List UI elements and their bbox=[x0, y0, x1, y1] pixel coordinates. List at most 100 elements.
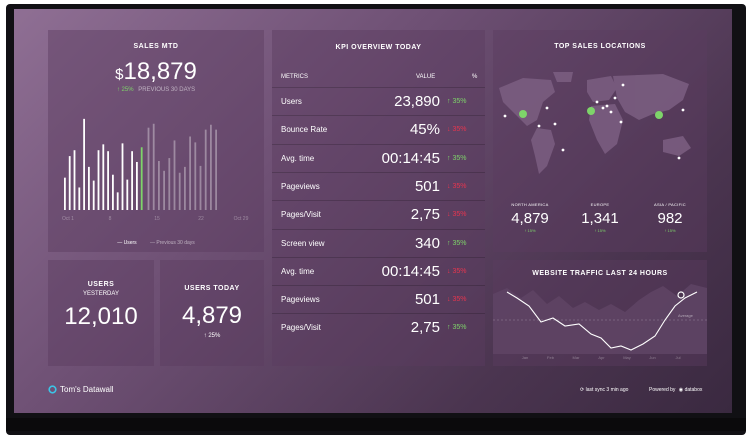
kpi-row[interactable]: Pageviews 501 ↓ 35% bbox=[272, 285, 485, 313]
location-marker-large bbox=[519, 110, 527, 118]
location-marker-small bbox=[537, 124, 541, 128]
location-marker-small bbox=[545, 106, 549, 110]
users-bar bbox=[112, 174, 114, 210]
users-bar bbox=[116, 192, 119, 210]
datawall-screen: SALES MTD $18,879 ↑ 25% PREVIOUS 30 DAYS… bbox=[14, 9, 732, 413]
location-marker-large bbox=[587, 107, 595, 115]
sales-mtd-panel[interactable]: SALES MTD $18,879 ↑ 25% PREVIOUS 30 DAYS… bbox=[48, 30, 264, 252]
kpi-row[interactable]: Users 23,890 ↑ 35% bbox=[272, 87, 485, 115]
region-delta: ↑ 15% bbox=[524, 228, 536, 233]
kpi-row[interactable]: Pages/Visit 2,75 ↑ 35% bbox=[272, 313, 485, 341]
traffic-x-tick: May bbox=[623, 355, 631, 360]
previous-bar bbox=[194, 142, 197, 210]
previous-bar bbox=[147, 127, 150, 210]
users-subtitle: YESTERDAY bbox=[83, 291, 119, 297]
users-bar bbox=[97, 150, 100, 210]
monitor-bottom-bezel bbox=[6, 418, 746, 431]
kpi-row-label: Avg. time bbox=[281, 153, 315, 163]
traffic-title: WEBSITE TRAFFIC LAST 24 HOURS bbox=[532, 270, 668, 277]
kpi-row-delta: ↑ 35% bbox=[447, 324, 467, 332]
region-value: 1,341 bbox=[581, 210, 619, 227]
africa-shape bbox=[589, 104, 623, 154]
x-tick-label: 8 bbox=[109, 216, 112, 222]
region-stat[interactable]: EUROPE 1,341 ↑ 15% bbox=[565, 202, 635, 233]
legend-current: — Users bbox=[117, 240, 137, 246]
users-bar bbox=[88, 166, 90, 210]
traffic-x-tick: Feb bbox=[547, 355, 555, 360]
location-marker-small bbox=[561, 148, 565, 152]
location-marker-small bbox=[677, 156, 681, 160]
location-marker-small bbox=[601, 106, 605, 110]
footer: Tom's Datawall ⟳ last sync 3 min ago Pow… bbox=[14, 379, 732, 403]
users-today-title: USERS TODAY bbox=[184, 285, 240, 292]
previous-bar bbox=[215, 129, 217, 210]
kpi-row[interactable]: Avg. time 00:14:45 ↓ 35% bbox=[272, 256, 485, 285]
kpi-row-delta: ↓ 35% bbox=[447, 211, 467, 219]
x-tick-label: 15 bbox=[154, 216, 160, 222]
previous-bar bbox=[189, 136, 191, 210]
kpi-row-value: 00:14:45 bbox=[381, 262, 440, 280]
location-marker-small bbox=[609, 110, 613, 114]
kpi-row[interactable]: Pages/Visit 2,75 ↓ 35% bbox=[272, 200, 485, 228]
kpi-row[interactable]: Pageviews 501 ↓ 35% bbox=[272, 171, 485, 200]
kpi-row-label: Pageviews bbox=[281, 295, 320, 305]
previous-bar bbox=[163, 170, 165, 210]
users-bar bbox=[107, 151, 109, 210]
kpi-row[interactable]: Screen view 340 ↑ 35% bbox=[272, 228, 485, 257]
location-marker-large bbox=[655, 111, 663, 119]
location-marker-small bbox=[681, 108, 685, 112]
north-america-shape bbox=[499, 78, 555, 126]
sync-status: ⟳ last sync 3 min ago bbox=[580, 387, 628, 393]
users-bar bbox=[68, 156, 71, 210]
region-name: ASIA / PACIFIC bbox=[654, 202, 686, 207]
users-today-panel[interactable]: USERS TODAY 4,879 ↑ 25% bbox=[160, 260, 264, 366]
previous-bar bbox=[178, 172, 181, 210]
kpi-row[interactable]: Avg. time 00:14:45 ↑ 35% bbox=[272, 143, 485, 172]
kpi-row-delta: ↓ 35% bbox=[447, 267, 467, 275]
users-bar bbox=[126, 179, 129, 210]
kpi-row-label: Pageviews bbox=[281, 181, 320, 191]
kpi-row-label: Pages/Visit bbox=[281, 323, 321, 333]
kpi-overview-panel[interactable]: KPI OVERVIEW TODAY METRICS VALUE % Users… bbox=[272, 30, 485, 366]
kpi-row-value: 45% bbox=[409, 121, 440, 139]
sync-status-text: last sync 3 min ago bbox=[585, 387, 629, 393]
kpi-row-label: Screen view bbox=[281, 238, 325, 248]
kpi-row-label: Avg. time bbox=[281, 266, 315, 276]
currency-symbol: $ bbox=[115, 66, 124, 83]
location-marker-small bbox=[595, 100, 599, 104]
users-panel[interactable]: USERS YESTERDAY 12,010 bbox=[48, 260, 154, 366]
kpi-row-value: 501 bbox=[414, 177, 440, 195]
sales-mtd-chart: Oct 1 8 15 22 Oct 29 bbox=[62, 118, 249, 222]
previous-bar bbox=[158, 161, 160, 210]
kpi-row-delta: ↑ 35% bbox=[447, 98, 467, 105]
datawall-logo-icon bbox=[48, 385, 57, 394]
traffic-average-label: Average bbox=[678, 313, 694, 318]
region-name: EUROPE bbox=[590, 202, 610, 207]
traffic-x-tick: Jan bbox=[522, 355, 528, 360]
kpi-row-value: 2,75 bbox=[410, 206, 440, 224]
kpi-row[interactable]: Bounce Rate 45% ↓ 35% bbox=[272, 115, 485, 143]
kpi-row-value: 340 bbox=[414, 234, 440, 252]
traffic-panel[interactable]: WEBSITE TRAFFIC LAST 24 HOURS Average Ja… bbox=[493, 260, 707, 366]
previous-bar bbox=[199, 165, 202, 210]
south-america-shape bbox=[531, 128, 555, 174]
world-map bbox=[499, 72, 691, 174]
region-stat[interactable]: NORTH AMERICA 4,879 ↑ 15% bbox=[495, 202, 565, 233]
traffic-x-tick: Jul bbox=[675, 355, 680, 360]
kpi-row-value: 501 bbox=[414, 291, 440, 309]
kpi-col-metrics: METRICS bbox=[281, 74, 308, 80]
region-stat[interactable]: ASIA / PACIFIC 982 ↑ 15% bbox=[635, 202, 705, 233]
users-title: USERS bbox=[87, 281, 115, 288]
previous-bar bbox=[210, 124, 212, 210]
top-locations-panel[interactable]: TOP SALES LOCATIONS NORTH AMERICA 4,879 ↑ … bbox=[493, 30, 707, 252]
users-bar bbox=[73, 150, 76, 210]
location-marker-small bbox=[503, 114, 507, 118]
users-today-delta: ↑ 25% bbox=[203, 333, 221, 339]
previous-bar bbox=[173, 140, 176, 210]
powered-by-label: Powered by bbox=[649, 387, 676, 393]
region-value: 4,879 bbox=[511, 210, 549, 227]
users-bar bbox=[102, 144, 105, 210]
traffic-x-tick: Apr bbox=[598, 355, 605, 360]
kpi-row-label: Bounce Rate bbox=[281, 125, 328, 135]
location-marker-small bbox=[605, 104, 609, 108]
